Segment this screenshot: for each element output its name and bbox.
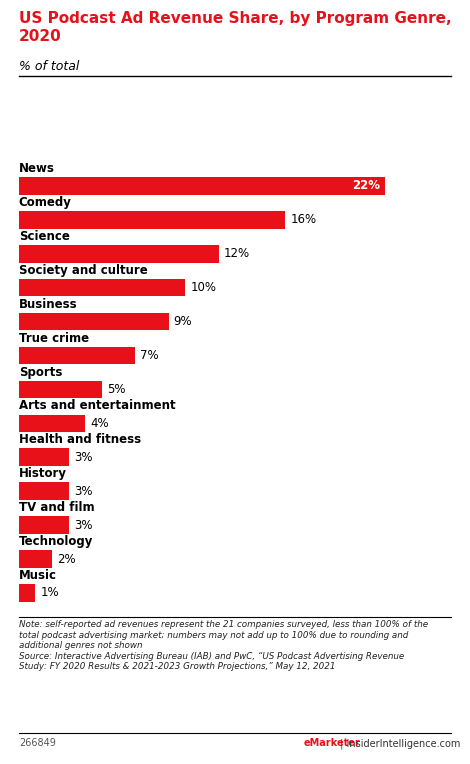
Text: 1%: 1%	[40, 587, 59, 600]
Text: 3%: 3%	[74, 451, 92, 464]
Text: US Podcast Ad Revenue Share, by Program Genre,
2020: US Podcast Ad Revenue Share, by Program …	[19, 11, 451, 44]
Bar	[19, 448, 69, 466]
Text: True crime: True crime	[19, 332, 89, 345]
Text: News: News	[19, 162, 55, 175]
Text: 9%: 9%	[174, 315, 192, 328]
Text: 4%: 4%	[90, 417, 109, 430]
Text: eMarketer: eMarketer	[303, 738, 360, 748]
Text: Sports: Sports	[19, 365, 62, 379]
Text: | InsiderIntelligence.com: | InsiderIntelligence.com	[337, 738, 461, 749]
Bar	[19, 177, 385, 195]
Bar	[19, 245, 219, 263]
Text: 7%: 7%	[141, 349, 159, 362]
Bar	[19, 550, 52, 568]
Text: 3%: 3%	[74, 519, 92, 532]
Text: Science: Science	[19, 230, 70, 243]
Text: Arts and entertainment: Arts and entertainment	[19, 400, 175, 413]
Bar	[19, 584, 35, 602]
Text: Comedy: Comedy	[19, 196, 71, 209]
Text: Music: Music	[19, 569, 57, 582]
Text: Note: self-reported ad revenues represent the 21 companies surveyed, less than 1: Note: self-reported ad revenues represen…	[19, 620, 428, 671]
Text: TV and film: TV and film	[19, 501, 94, 514]
Text: History: History	[19, 468, 67, 481]
Bar	[19, 516, 69, 534]
Text: 2%: 2%	[57, 552, 76, 565]
Bar	[19, 347, 135, 364]
Text: Technology: Technology	[19, 536, 93, 549]
Bar	[19, 380, 102, 398]
Bar	[19, 482, 69, 500]
Text: 12%: 12%	[224, 248, 250, 261]
Text: 5%: 5%	[107, 383, 125, 396]
Text: Business: Business	[19, 298, 78, 311]
Bar	[19, 279, 185, 296]
Bar	[19, 312, 169, 330]
Text: 266849: 266849	[19, 738, 55, 748]
Text: % of total: % of total	[19, 60, 79, 73]
Text: Health and fitness: Health and fitness	[19, 433, 141, 446]
Bar	[19, 415, 86, 432]
Text: 16%: 16%	[290, 213, 316, 226]
Text: 10%: 10%	[190, 281, 216, 294]
Bar	[19, 211, 285, 228]
Text: Society and culture: Society and culture	[19, 264, 148, 277]
Text: 22%: 22%	[352, 180, 380, 193]
Text: 3%: 3%	[74, 484, 92, 497]
